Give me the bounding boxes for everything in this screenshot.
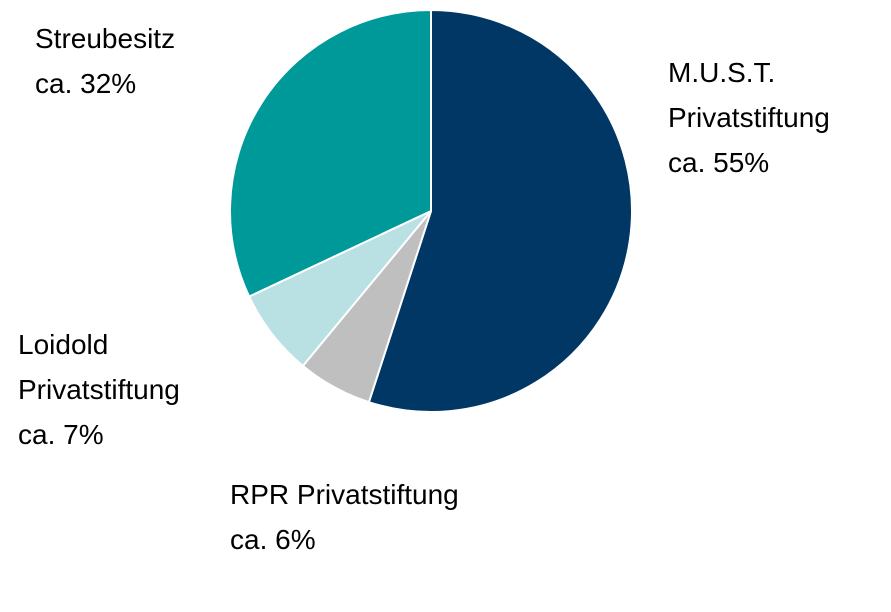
category-label: M.U.S.T. Privatstiftung [668,57,830,133]
value-label: ca. 6% [230,524,316,555]
slice-label: RPR Privatstiftung ca. 6% [230,472,460,562]
category-label: Loidold Privatstiftung [18,329,180,405]
pie-slice [229,8,432,298]
pie-slice [367,8,633,413]
slice-label: M.U.S.T. Privatstiftung ca. 55% [668,50,883,185]
category-label: RPR Privatstiftung [230,479,459,510]
value-label: ca. 32% [35,68,137,99]
slice-label: Loidold Privatstiftung ca. 7% [18,322,248,457]
value-label: ca. 7% [18,419,104,450]
value-label: ca. 55% [668,147,770,178]
category-label: Streubesitz [35,23,176,54]
slice-label: Streubesitz ca. 32% [35,16,265,106]
